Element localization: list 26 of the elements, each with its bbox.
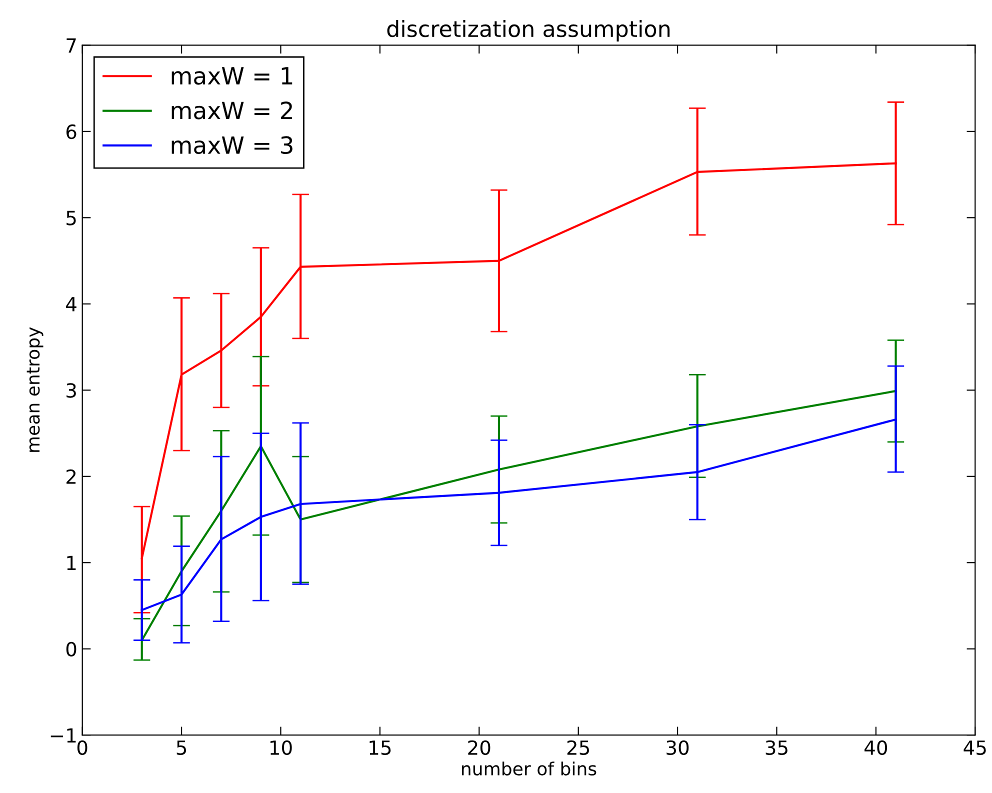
x-tick-label: 35 [766,740,788,756]
chart-title: discretization assumption [387,20,670,42]
y-tick-label: 4 [66,297,76,312]
legend-label: maxW = 2 [172,102,292,120]
y-tick-label: 3 [66,383,76,398]
x-tick-label: 40 [864,740,888,756]
x-tick-label: 30 [666,740,689,756]
y-tick-label: −1 [50,728,76,742]
y-tick-label: 7 [66,38,76,53]
y-tick-label: 5 [66,210,76,226]
legend-label: maxW = 3 [172,136,292,154]
y-axis-title: mean entropy [26,327,44,452]
x-tick-label: 10 [270,740,292,756]
x-axis-title: number of bins [462,762,596,776]
y-tick-label: 1 [67,556,76,570]
line-series [140,390,897,642]
y-tick-label: 2 [66,469,76,484]
x-tick-label: 20 [468,740,490,756]
x-tick-label: 0 [77,740,88,756]
y-tick-label: 0 [66,642,76,657]
x-tick-label: 45 [964,740,986,756]
x-tick-label: 25 [567,740,590,756]
y-tick-label: 6 [66,124,76,140]
legend-label: maxW = 1 [172,67,292,85]
x-tick-label: 15 [370,740,391,756]
x-tick-label: 5 [176,740,186,756]
